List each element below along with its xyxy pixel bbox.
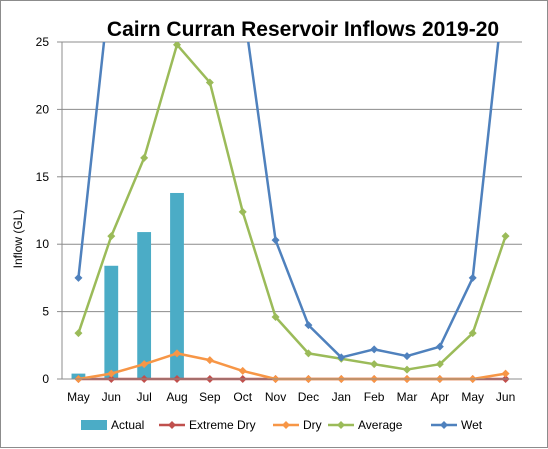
x-tick-label: Jun [102, 390, 121, 404]
legend-marker-dry [282, 421, 290, 429]
line-wet [77, 42, 500, 359]
y-tick-label: 25 [36, 35, 50, 49]
point-wet [271, 236, 280, 245]
point-average [173, 42, 181, 49]
bar-actual [137, 232, 152, 379]
x-tick-label: Mar [397, 390, 418, 404]
bar-actual [104, 265, 119, 379]
point-dry [173, 349, 181, 358]
point-wet [74, 273, 83, 282]
line-average [77, 43, 507, 371]
x-tick-label: Nov [265, 390, 286, 404]
plot-area: 0 5 10 15 20 25 May Jun Jul Aug Sep Oct Nov Dec Jan Feb… [36, 35, 522, 404]
legend-marker-extreme-dry [168, 421, 176, 429]
x-tick-label: Jan [332, 390, 351, 404]
point-average [435, 360, 444, 369]
point-dry [205, 356, 214, 365]
y-tick-label: 15 [36, 170, 50, 184]
legend-marker-wet [440, 421, 448, 429]
point-wet [370, 345, 379, 354]
legend-label-average: Average [358, 418, 403, 432]
y-tick-label: 5 [42, 305, 49, 319]
point-dry [501, 369, 510, 378]
y-tick-label: 10 [36, 237, 50, 251]
point-average [74, 329, 83, 338]
x-tick-label: May [461, 390, 484, 404]
point-wet [304, 321, 313, 330]
point-average [205, 78, 214, 87]
point-wet [468, 273, 477, 282]
x-tick-label: Sep [199, 390, 221, 404]
point-average [238, 207, 247, 216]
x-tick-label: Aug [166, 390, 187, 404]
point-dry [107, 369, 116, 378]
y-axis-label: Inflow (GL) [11, 210, 25, 269]
x-tick-label: May [67, 390, 90, 404]
legend-swatch-actual [81, 420, 107, 430]
x-tick-label: Dec [298, 390, 319, 404]
point-wet [337, 353, 346, 362]
chart-title: Cairn Curran Reservoir Inflows 2019-20 [107, 18, 499, 41]
point-average [370, 360, 379, 369]
point-average [140, 153, 149, 162]
point-average [468, 329, 477, 338]
point-dry [140, 360, 149, 369]
legend-label-dry: Dry [303, 418, 322, 432]
point-average [107, 232, 116, 241]
x-tick-label: Jun [496, 390, 515, 404]
point-wet [435, 342, 444, 351]
legend: Actual Extreme Dry Dry Average Wet [81, 418, 483, 432]
bar-actual [170, 192, 184, 379]
legend-label-wet: Wet [461, 418, 483, 432]
x-tick-label: Oct [233, 390, 252, 404]
point-dry [238, 366, 247, 375]
legend-marker-average [337, 421, 345, 429]
x-tick-label: Feb [364, 390, 385, 404]
y-tick-label: 0 [42, 372, 49, 386]
point-average [403, 365, 411, 374]
x-tick-label: Jul [136, 390, 151, 404]
point-wet [403, 352, 411, 361]
legend-label-actual: Actual [111, 418, 144, 432]
legend-label-extreme-dry: Extreme Dry [189, 418, 256, 432]
point-average [501, 232, 510, 241]
point-average [304, 349, 313, 358]
point-average [271, 312, 280, 321]
x-tick-label: Apr [431, 390, 450, 404]
y-tick-label: 20 [36, 102, 50, 116]
